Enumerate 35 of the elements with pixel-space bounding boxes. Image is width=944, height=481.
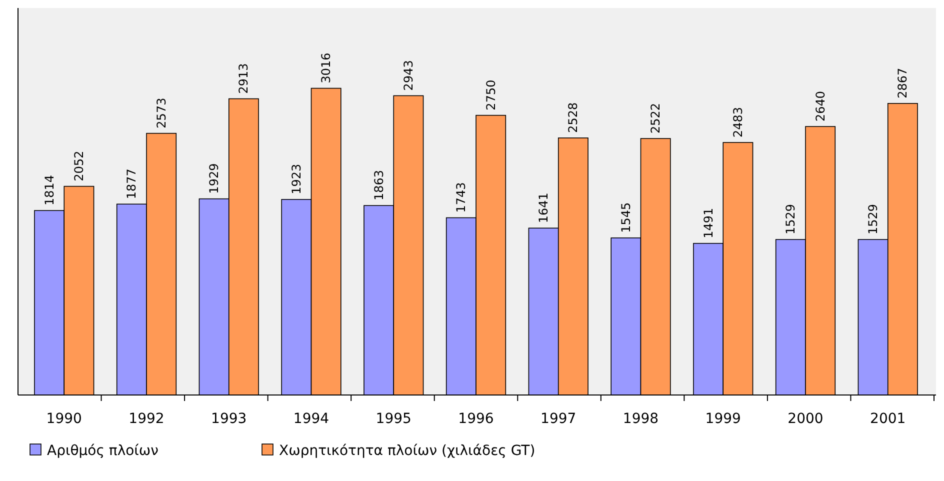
data-label: 2052 — [72, 150, 86, 182]
x-tick-label: 1994 — [293, 411, 330, 427]
data-label: 2750 — [484, 80, 498, 110]
x-tick-label: 1999 — [705, 411, 741, 427]
data-label: 1529 — [866, 204, 880, 234]
x-tick-label: 2000 — [788, 411, 824, 427]
legend-label: Χωρητικότητα πλοίων (χιλιάδες GT) — [279, 443, 536, 459]
data-label: 1814 — [42, 174, 56, 206]
data-label: 2640 — [813, 90, 828, 122]
data-label: 1743 — [454, 182, 468, 213]
data-label: 1929 — [207, 163, 222, 194]
data-label: 1491 — [701, 208, 716, 238]
data-label: 1545 — [618, 202, 633, 233]
data-label: 2522 — [648, 102, 663, 134]
x-tick-label: 1996 — [458, 411, 494, 427]
x-tick-label: 1998 — [622, 411, 659, 427]
data-label: 1923 — [289, 164, 304, 194]
x-tick-label: 2001 — [870, 411, 906, 427]
data-label: 2528 — [566, 102, 580, 133]
legend-label: Αριθμός πλοίων — [47, 443, 159, 459]
data-label: 1641 — [536, 192, 551, 224]
data-label: 2943 — [401, 60, 416, 91]
x-tick-label: 1993 — [211, 411, 247, 427]
x-tick-label: 1995 — [376, 411, 412, 427]
x-tick-label: 1997 — [540, 411, 576, 427]
data-label: 2913 — [236, 63, 251, 94]
data-label: 1529 — [784, 204, 798, 234]
x-tick-label: 1990 — [46, 411, 82, 427]
data-label: 1877 — [124, 168, 139, 200]
data-label: 2573 — [154, 98, 168, 128]
data-label: 2867 — [896, 68, 910, 98]
data-label: 1863 — [372, 170, 386, 201]
x-tick-label: 1992 — [128, 411, 164, 427]
data-label: 3016 — [319, 52, 334, 84]
data-label: 2483 — [730, 106, 745, 138]
